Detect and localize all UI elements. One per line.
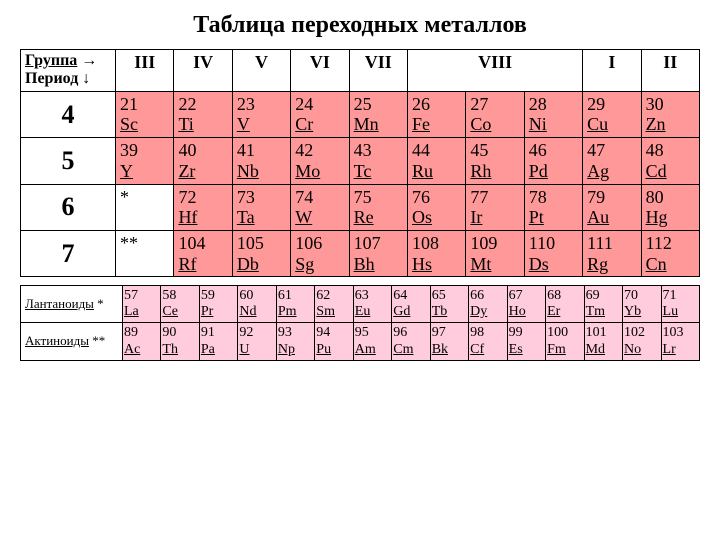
element-cell: 89Ac: [122, 323, 160, 360]
element-cell: 103Lr: [661, 323, 699, 360]
element-cell: 25Mn: [349, 91, 407, 137]
element-cell: 46Pd: [524, 138, 582, 184]
element-cell: 93Np: [276, 323, 314, 360]
element-cell: 101Md: [584, 323, 622, 360]
element-cell: 91Pa: [199, 323, 237, 360]
element-cell: 102No: [623, 323, 661, 360]
element-cell: 44Ru: [408, 138, 466, 184]
group-header: V: [232, 50, 290, 92]
element-cell: 21Sc: [116, 91, 174, 137]
group-header: VIII: [408, 50, 583, 92]
element-cell: 22Ti: [174, 91, 232, 137]
block-label: Актиноиды **: [21, 323, 123, 360]
element-cell: 95Am: [353, 323, 391, 360]
element-cell: 107Bh: [349, 230, 407, 276]
element-cell: 79Au: [583, 184, 641, 230]
element-cell: 62Sm: [315, 286, 353, 323]
element-cell: 106Sg: [291, 230, 349, 276]
block-label: Лантаноиды *: [21, 286, 123, 323]
element-cell: 80Hg: [641, 184, 699, 230]
element-cell: 57La: [122, 286, 160, 323]
element-cell: 66Dy: [469, 286, 507, 323]
element-cell: 99Es: [507, 323, 545, 360]
element-cell: 59Pr: [199, 286, 237, 323]
element-cell: 70Yb: [623, 286, 661, 323]
element-cell: 75Re: [349, 184, 407, 230]
element-cell: 67Ho: [507, 286, 545, 323]
element-cell: 28Ni: [524, 91, 582, 137]
element-cell: 108Hs: [408, 230, 466, 276]
element-cell: 45Rh: [466, 138, 524, 184]
element-cell: 65Tb: [430, 286, 468, 323]
element-cell: *: [116, 184, 174, 230]
element-cell: 60Nd: [238, 286, 276, 323]
element-cell: 64Gd: [392, 286, 430, 323]
element-cell: 30Zn: [641, 91, 699, 137]
element-cell: 68Er: [546, 286, 584, 323]
group-header: II: [641, 50, 699, 92]
header-corner: Группа →Период ↓: [21, 50, 116, 92]
element-cell: 42Mo: [291, 138, 349, 184]
element-cell: 98Cf: [469, 323, 507, 360]
element-cell: 39Y: [116, 138, 174, 184]
element-cell: 40Zr: [174, 138, 232, 184]
element-cell: 74W: [291, 184, 349, 230]
element-cell: 90Th: [161, 323, 199, 360]
period-label: 5: [21, 138, 116, 184]
element-cell: 111Rg: [583, 230, 641, 276]
element-cell: 23V: [232, 91, 290, 137]
f-block-table: Лантаноиды *57La58Ce59Pr60Nd61Pm62Sm63Eu…: [20, 285, 700, 360]
element-cell: 97Bk: [430, 323, 468, 360]
element-cell: 96Cm: [392, 323, 430, 360]
group-header: VII: [349, 50, 407, 92]
element-cell: 109Mt: [466, 230, 524, 276]
element-cell: 92U: [238, 323, 276, 360]
element-cell: 94Pu: [315, 323, 353, 360]
element-cell: 48Cd: [641, 138, 699, 184]
element-cell: 72Hf: [174, 184, 232, 230]
element-cell: 76Os: [408, 184, 466, 230]
period-label: 4: [21, 91, 116, 137]
element-cell: 26Fe: [408, 91, 466, 137]
element-cell: 69Tm: [584, 286, 622, 323]
main-periodic-table: Группа →Период ↓IIIIVVVIVIIVIIIIII421Sc2…: [20, 49, 700, 277]
group-header: VI: [291, 50, 349, 92]
page-title: Таблица переходных металлов: [20, 12, 700, 39]
element-cell: 112Cn: [641, 230, 699, 276]
element-cell: 105Db: [232, 230, 290, 276]
element-cell: 47Ag: [583, 138, 641, 184]
element-cell: 41Nb: [232, 138, 290, 184]
element-cell: 63Eu: [353, 286, 391, 323]
element-cell: 24Cr: [291, 91, 349, 137]
element-cell: 110Ds: [524, 230, 582, 276]
element-cell: 100Fm: [546, 323, 584, 360]
element-cell: 58Ce: [161, 286, 199, 323]
element-cell: 77Ir: [466, 184, 524, 230]
element-cell: 61Pm: [276, 286, 314, 323]
group-header: III: [116, 50, 174, 92]
element-cell: **: [116, 230, 174, 276]
element-cell: 43Tc: [349, 138, 407, 184]
element-cell: 71Lu: [661, 286, 699, 323]
element-cell: 29Cu: [583, 91, 641, 137]
period-label: 6: [21, 184, 116, 230]
period-label: 7: [21, 230, 116, 276]
element-cell: 27Co: [466, 91, 524, 137]
element-cell: 73Ta: [232, 184, 290, 230]
element-cell: 104Rf: [174, 230, 232, 276]
group-header: IV: [174, 50, 232, 92]
group-header: I: [583, 50, 641, 92]
element-cell: 78Pt: [524, 184, 582, 230]
